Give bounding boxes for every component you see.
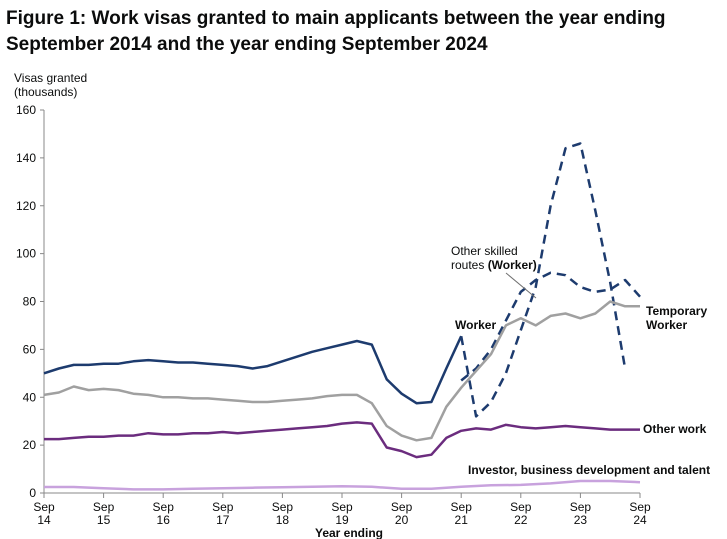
y-tick-label: 0 (29, 486, 36, 500)
series-line-investor (44, 479, 641, 491)
x-tick-label-month: Sep (153, 500, 175, 514)
y-tick-label: 140 (16, 151, 36, 165)
x-tick-label-year: 15 (97, 513, 111, 527)
y-tick-label: 160 (16, 103, 36, 117)
series-layer (43, 142, 641, 491)
chart-title: Figure 1: Work visas granted to main app… (6, 8, 666, 55)
series-line-worker_dashed (460, 271, 641, 382)
x-tick-label-year: 24 (633, 513, 647, 527)
annotation-leader-line (505, 272, 537, 299)
x-tick-label-year: 17 (216, 513, 230, 527)
x-tick-label-month: Sep (629, 500, 651, 514)
series-line-other_work (44, 421, 640, 459)
annotation-worker: Worker (455, 318, 496, 332)
x-tick-label-year: 21 (455, 513, 469, 527)
series-line-other_skilled (459, 142, 627, 418)
annotation-other-skilled-bold: (Worker) (488, 258, 537, 272)
annotation-other-work: Other work (643, 422, 707, 436)
annotation-temporary-line2: Worker (646, 318, 687, 332)
x-tick-label-year: 18 (276, 513, 290, 527)
x-tick-label-year: 22 (514, 513, 528, 527)
x-tick-label-year: 20 (395, 513, 409, 527)
y-tick-label: 120 (16, 199, 36, 213)
x-tick-label-month: Sep (212, 500, 234, 514)
y-tick-label: 100 (16, 247, 36, 261)
series-line-worker (43, 335, 463, 405)
x-tick-label-year: 14 (37, 513, 51, 527)
x-tick-label-month: Sep (331, 500, 353, 514)
axes: 020406080100120140160Sep14Sep15Sep16Sep1… (16, 103, 651, 527)
x-axis-title: Year ending (315, 526, 383, 539)
y-tick-label: 60 (23, 342, 37, 356)
y-tick-label: 80 (23, 295, 37, 309)
y-tick-label: 40 (23, 390, 37, 404)
x-tick-label-month: Sep (451, 500, 473, 514)
annotation-investor: Investor, business development and talen… (468, 463, 710, 477)
x-tick-label-month: Sep (510, 500, 532, 514)
x-tick-label-year: 16 (157, 513, 171, 527)
annotation-other-skilled-line2: routes (Worker) (451, 258, 537, 272)
x-tick-label-month: Sep (391, 500, 413, 514)
x-tick-label-month: Sep (33, 500, 55, 514)
series-line-temporary (43, 300, 640, 442)
annotation-temporary-line1: Temporary (646, 304, 707, 318)
y-axis-title-line1: Visas granted (14, 71, 87, 85)
annotation-other-skilled-line1: Other skilled (451, 244, 518, 258)
x-tick-label-year: 23 (574, 513, 588, 527)
y-tick-label: 20 (23, 438, 37, 452)
y-axis-title-line2: (thousands) (14, 85, 77, 99)
x-tick-label-month: Sep (272, 500, 294, 514)
annotation-other-skilled-plain: routes (451, 258, 488, 272)
x-tick-label-year: 19 (335, 513, 349, 527)
x-tick-label-month: Sep (93, 500, 115, 514)
x-tick-label-month: Sep (570, 500, 592, 514)
